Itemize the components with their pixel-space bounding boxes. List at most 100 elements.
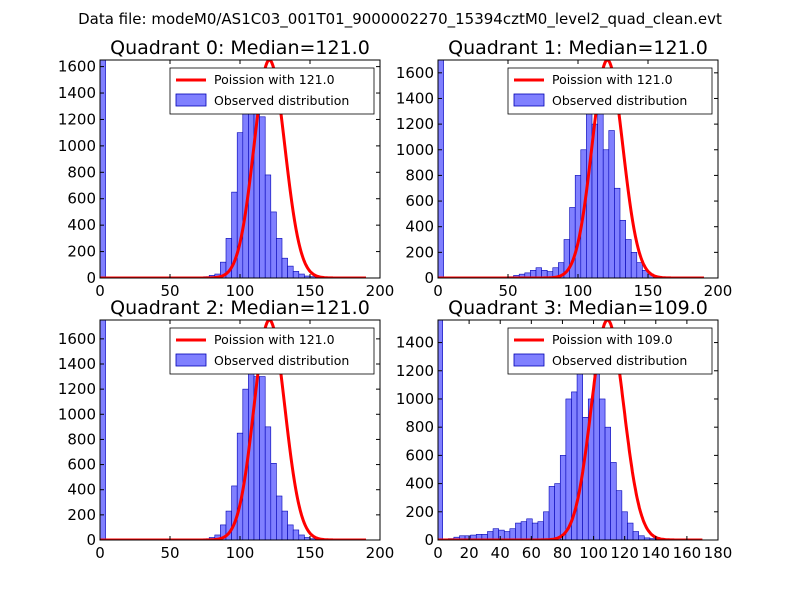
y-tick-label: 400: [405, 218, 434, 236]
quadrant-1-legend: Poission with 121.0 Observed distribution: [507, 67, 713, 115]
histogram-bar: [543, 511, 550, 540]
x-tick-label: 100: [579, 544, 608, 562]
quadrant-2-legend: Poission with 121.0 Observed distribution: [169, 327, 375, 375]
histogram-bar: [292, 529, 300, 540]
y-tick-label: 1600: [58, 330, 96, 348]
histogram-bar: [515, 522, 522, 540]
histogram-bar: [264, 426, 272, 540]
quadrant-1-chart: Quadrant 1: Median=121.0 0 50 100 150 200 0 200…: [396, 37, 733, 300]
y-tick-label: 800: [67, 430, 96, 448]
y-tick-label: 200: [405, 243, 434, 261]
y-tick-label: 1400: [396, 334, 434, 352]
histogram-bar: [298, 534, 305, 540]
quadrant-2-plot-area: [100, 320, 367, 540]
histogram-bar: [276, 495, 283, 540]
x-tick-label: 20: [460, 544, 479, 562]
x-tick-label: 160: [673, 544, 702, 562]
y-tick-label: 1000: [396, 141, 434, 159]
histogram-bar: [264, 174, 272, 278]
quadrant-0-legend: Poission with 121.0 Observed distribution: [169, 67, 375, 115]
legend-bar-label: Observed distribution: [214, 353, 349, 368]
x-tick-label: 100: [226, 282, 255, 300]
histogram-bar: [608, 130, 615, 278]
y-tick-label: 0: [424, 269, 434, 287]
histogram-bar: [548, 486, 555, 540]
x-tick-label: 150: [296, 282, 325, 300]
histogram-bar: [292, 271, 300, 278]
y-tick-label: 1200: [396, 362, 434, 380]
y-tick-label: 1400: [396, 89, 434, 107]
y-tick-label: 600: [405, 446, 434, 464]
y-tick-label: 800: [405, 418, 434, 436]
histogram-bar: [636, 262, 643, 278]
histogram-bar: [281, 510, 288, 540]
legend-line-label: Poission with 109.0: [552, 332, 673, 347]
y-tick-label: 1200: [58, 110, 96, 128]
quadrant-3-axes-frame: [437, 319, 719, 541]
y-tick-label: 600: [67, 190, 96, 208]
x-tick-label: 50: [160, 282, 179, 300]
histogram-bar: [619, 219, 626, 278]
histogram-bar: [535, 267, 542, 278]
x-tick-label: 0: [433, 544, 443, 562]
x-tick-label: 180: [704, 544, 733, 562]
histogram-bar: [438, 60, 444, 278]
histogram-bar: [531, 522, 539, 540]
x-tick-label: 100: [564, 282, 593, 300]
legend-line-label: Poission with 121.0: [552, 72, 673, 87]
histogram-bar: [576, 371, 583, 540]
x-tick-label: 0: [95, 544, 105, 562]
y-tick-label: 1600: [396, 64, 434, 82]
y-tick-label: 200: [67, 243, 96, 261]
y-tick-label: 1600: [58, 58, 96, 76]
histogram-bar: [100, 60, 106, 278]
histogram-bar: [281, 257, 288, 278]
y-tick-label: 0: [86, 531, 96, 549]
x-tick-label: 50: [160, 544, 179, 562]
poisson-curve: [438, 320, 704, 540]
histogram-bar: [602, 149, 610, 278]
histogram-bar: [537, 521, 544, 540]
histogram-bar: [621, 511, 628, 540]
histogram-bar: [610, 462, 617, 540]
quadrant-3-title: Quadrant 3: Median=109.0: [448, 297, 708, 319]
quadrant-2-chart: Quadrant 2: Median=121.0 0 50 100 150 200 0 200…: [58, 297, 395, 562]
histogram-bar: [627, 522, 634, 540]
histogram-bar: [554, 483, 561, 540]
histogram-bar: [509, 528, 516, 540]
y-tick-label: 400: [67, 481, 96, 499]
y-tick-label: 0: [86, 269, 96, 287]
x-tick-label: 100: [226, 544, 255, 562]
y-tick-label: 600: [405, 192, 434, 210]
quadrant-1-title: Quadrant 1: Median=121.0: [448, 37, 708, 59]
histogram-bar: [565, 398, 572, 540]
y-tick-label: 1200: [58, 380, 96, 398]
y-tick-label: 600: [67, 456, 96, 474]
histogram-bar: [599, 398, 606, 540]
y-tick-label: 1200: [396, 115, 434, 133]
poisson-curve: [100, 60, 367, 278]
x-tick-label: 140: [641, 544, 670, 562]
quadrant-3-chart: Quadrant 3: Median=109.00 20 40 60 80 100 120 1…: [396, 297, 733, 562]
histogram-bar: [259, 376, 266, 540]
x-tick-label: 200: [366, 544, 395, 562]
y-tick-label: 800: [405, 166, 434, 184]
x-tick-label: 0: [433, 282, 443, 300]
x-tick-label: 150: [296, 544, 325, 562]
y-tick-label: 400: [405, 475, 434, 493]
histogram-bar: [520, 521, 527, 540]
histogram-bar: [615, 490, 623, 540]
x-tick-label: 60: [522, 544, 541, 562]
legend-bar-swatch: [513, 353, 545, 367]
poisson-curve: [438, 60, 705, 278]
y-tick-label: 800: [67, 163, 96, 181]
histogram-bar: [276, 238, 283, 278]
x-tick-label: 200: [704, 282, 733, 300]
legend-bar-label: Observed distribution: [552, 93, 687, 108]
quadrant-3-plot-area: [438, 320, 704, 540]
histogram-bar: [270, 463, 277, 540]
y-tick-label: 1000: [58, 405, 96, 423]
histogram-bar: [632, 531, 639, 540]
legend-line-label: Poission with 121.0: [214, 332, 335, 347]
